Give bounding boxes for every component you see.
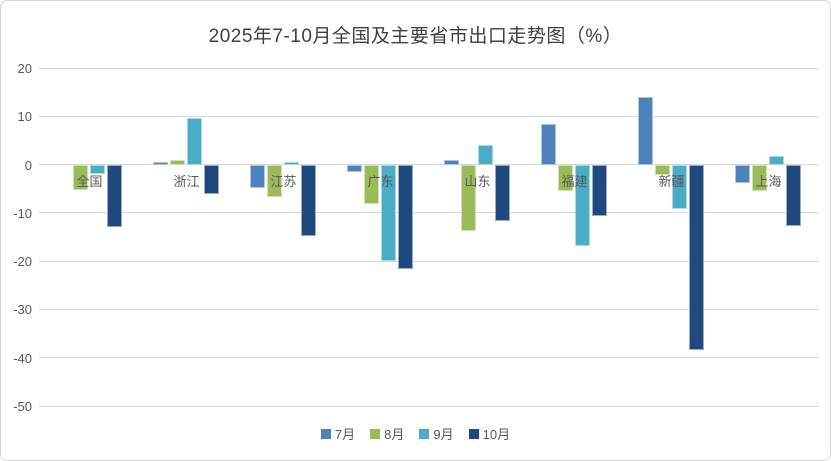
legend-label: 10月 [482,427,511,442]
category-label: 江苏 [270,173,297,189]
gridline [39,115,819,117]
bar [363,164,379,204]
category-label: 浙江 [173,173,200,189]
bar [637,97,653,165]
bar [557,164,573,191]
gridline [39,260,819,262]
bar [785,164,801,226]
y-axis-tick-label: 20 [17,61,32,76]
legend-swatch-icon [468,428,479,439]
legend-item: 7月 [320,424,356,443]
gridline [39,212,819,214]
gridline [39,405,819,407]
y-axis-tick-label: 0 [24,157,32,173]
bar [671,164,687,210]
bar [89,164,105,174]
gridline [39,357,819,359]
bar [654,164,670,175]
y-axis-tick-label: -40 [13,350,32,366]
bar [734,164,750,184]
gridline [39,164,819,166]
bar [186,117,202,165]
y-axis-tick-label: -30 [13,302,32,318]
legend-swatch-icon [419,428,430,439]
category-label: 全国 [76,173,103,189]
gridline [39,308,819,310]
bar [591,164,607,217]
legend-swatch-icon [320,428,331,439]
y-axis-tick-label: -10 [13,205,32,221]
legend-item: 9月 [419,424,454,443]
bar [203,164,219,194]
category-label: 广东 [367,173,394,189]
legend-label: 8月 [384,427,405,442]
bar [106,164,122,228]
bar [397,164,413,270]
bar [574,164,590,247]
legend-label: 9月 [433,427,454,442]
legend-swatch-icon [370,428,381,439]
bar [300,164,316,236]
legend-item: 8月 [370,424,404,443]
bar [494,164,510,221]
bar [688,164,704,350]
bar [768,155,784,165]
bar [152,161,168,165]
category-label: 山东 [464,173,491,189]
bar [540,124,556,165]
bar [249,164,265,188]
bar [266,164,282,197]
y-axis-tick-label: 10 [17,109,32,125]
bar [283,162,299,165]
bar [169,159,185,165]
bar [443,159,459,165]
bar [460,164,476,232]
bar [477,144,493,165]
category-label: 上海 [755,173,782,189]
gridline [39,67,819,69]
y-axis-tick-label: -50 [13,399,32,414]
y-axis-tick-label: -20 [13,254,32,270]
chart-title: 2025年7-10月全国及主要省市出口走势图（%） [208,26,623,47]
legend: 7月 8月 9月 10月 [1,424,830,443]
legend-item: 10月 [468,424,511,443]
bar [346,164,362,173]
legend-label: 7月 [334,427,356,442]
category-label: 新疆 [658,173,685,189]
bar [751,164,767,191]
bar [380,164,396,262]
bar [72,164,88,190]
category-label: 福建 [561,173,588,189]
